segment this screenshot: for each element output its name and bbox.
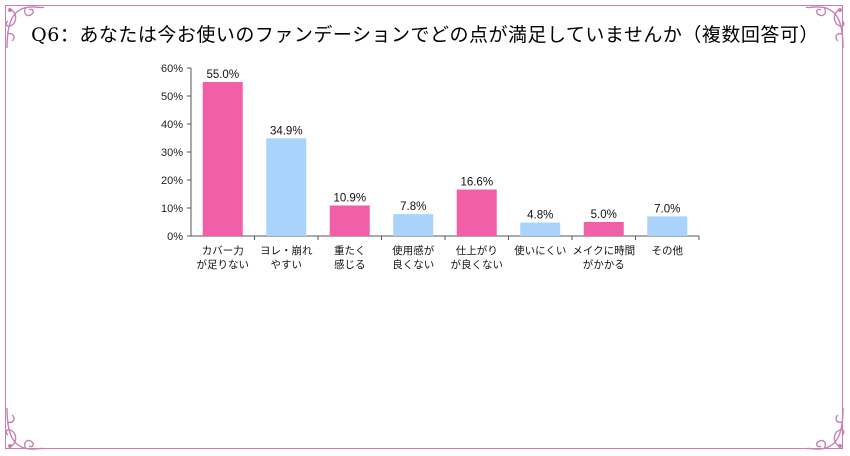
data-label: 4.8%: [527, 210, 553, 222]
data-label: 55.0%: [206, 69, 239, 81]
category-label: 重たく: [334, 244, 366, 257]
decorative-frame: [5, 5, 843, 449]
bar: [583, 222, 624, 236]
category-label: 良くない: [392, 258, 434, 271]
y-tick-label: 0%: [167, 231, 183, 243]
category-label: メイクに時間: [572, 245, 635, 257]
y-tick-label: 20%: [161, 175, 183, 187]
data-label: 7.0%: [654, 203, 680, 215]
data-label: 5.0%: [591, 209, 617, 221]
flourish-corner-icon: [805, 407, 845, 450]
category-label: やすい: [271, 259, 303, 271]
bar: [456, 189, 497, 236]
y-tick-label: 60%: [161, 63, 183, 75]
bar: [202, 82, 243, 236]
category-label: が良くない: [451, 258, 504, 271]
category-label: がかかる: [583, 258, 625, 271]
category-label: 仕上がり: [456, 244, 498, 257]
bar: [266, 138, 307, 236]
y-tick-label: 30%: [161, 147, 183, 159]
data-label: 34.9%: [270, 125, 303, 137]
flourish-corner-icon: [5, 6, 45, 49]
data-label: 7.8%: [400, 201, 426, 213]
category-label: カバー力: [202, 244, 244, 257]
category-label: 感じる: [334, 258, 366, 271]
category-label: 使用感が: [392, 244, 434, 257]
flourish-corner-icon: [805, 6, 845, 49]
category-label: が足りない: [197, 258, 250, 271]
bar: [520, 222, 561, 236]
data-label: 16.6%: [460, 177, 493, 189]
category-label: その他: [652, 244, 684, 257]
category-label: 使いにくい: [514, 244, 566, 257]
bar: [393, 214, 434, 236]
flourish-corner-icon: [5, 407, 45, 450]
y-tick-label: 10%: [161, 203, 183, 215]
y-tick-label: 40%: [161, 119, 183, 131]
data-label: 10.9%: [333, 192, 366, 204]
chart-title: Q6：あなたは今お使いのファンデーションでどの点が満足していませんか（複数回答可…: [31, 24, 819, 46]
bar: [329, 205, 370, 236]
bar: [647, 216, 688, 236]
category-label: ヨレ・崩れ: [260, 244, 313, 257]
y-tick-label: 50%: [161, 91, 183, 103]
